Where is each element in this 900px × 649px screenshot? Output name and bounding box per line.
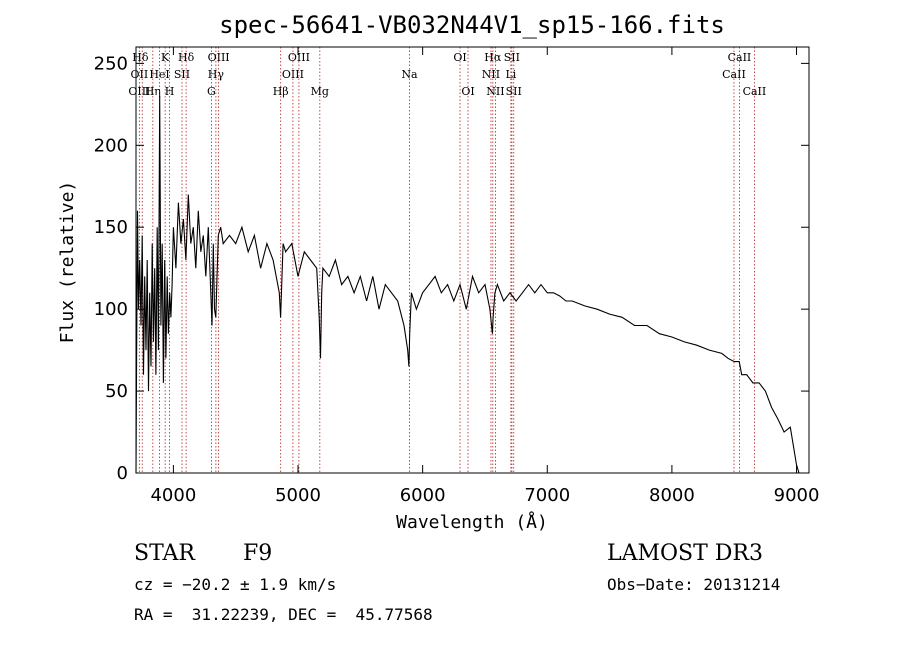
spectral-line-label: SII — [506, 85, 522, 98]
spectral-line-label: Hα — [484, 51, 502, 64]
x-tick-label: 6000 — [400, 485, 446, 506]
plot-frame — [135, 46, 810, 474]
spectral-line-label: K — [161, 51, 170, 64]
spectral-line-label: OIII — [208, 51, 230, 64]
spectral-line-label: OI — [453, 51, 466, 64]
x-tick-label: 4000 — [150, 485, 196, 506]
spectral-line-label: SII — [174, 68, 190, 81]
y-tick-label: 150 — [94, 217, 128, 238]
spectral-line-label: NII — [486, 85, 504, 98]
observation-date: Obs−Date: 20131214 — [607, 575, 781, 594]
y-tick-label: 50 — [105, 381, 128, 402]
y-tick-label: 250 — [94, 53, 128, 74]
y-tick-label: 0 — [117, 463, 128, 484]
spectral-line-label: OI — [461, 85, 474, 98]
spectral-line-label: NII — [482, 68, 500, 81]
object-subclass: F9 — [243, 541, 273, 566]
survey-name: LAMOST DR3 — [607, 541, 763, 566]
spectral-line-label: CaII — [728, 51, 752, 64]
object-class: STAR — [134, 541, 195, 566]
spectral-line-label: CaII — [722, 68, 746, 81]
redshift-value: cz = −20.2 ± 1.9 km/s — [134, 575, 337, 594]
spectral-line-label: G — [207, 85, 216, 98]
x-axis-label: Wavelength (Å) — [396, 511, 548, 533]
chart-title: spec-56641-VB032N44V1_sp15-166.fits — [219, 11, 725, 39]
spectral-line-label: Mg — [311, 85, 329, 98]
spectral-line-label: SII — [504, 51, 520, 64]
spectral-line-label: OIII — [282, 68, 304, 81]
spectral-line-label: H — [165, 85, 175, 98]
spectral-line-label: HeI — [149, 68, 169, 81]
spectral-line-label: Hδ — [132, 51, 149, 64]
x-tick-label: 9000 — [774, 485, 820, 506]
x-tick-label: 5000 — [275, 485, 321, 506]
spectral-line-label: Li — [505, 68, 516, 81]
x-tick-label: 7000 — [524, 485, 570, 506]
spectral-line-label: Na — [401, 68, 418, 81]
spectrum-line — [135, 96, 801, 474]
spectral-line-label: OIII — [288, 51, 310, 64]
spectral-line-label: OIII — [128, 85, 150, 98]
spectral-line-label: Hβ — [273, 85, 289, 98]
spectral-line-label: Hδ — [178, 51, 195, 64]
y-tick-label: 200 — [94, 135, 128, 156]
y-tick-label: 100 — [94, 299, 128, 320]
coordinates: RA = 31.22239, DEC = 45.77568 — [134, 605, 433, 624]
y-axis-label: Flux (relative) — [57, 181, 78, 344]
x-tick-label: 8000 — [649, 485, 695, 506]
spectral-line-label: CaII — [743, 85, 767, 98]
spectral-line-label: Hγ — [208, 68, 225, 81]
spectral-line-label: Hη — [145, 85, 161, 98]
spectral-line-label: OII — [131, 68, 149, 81]
